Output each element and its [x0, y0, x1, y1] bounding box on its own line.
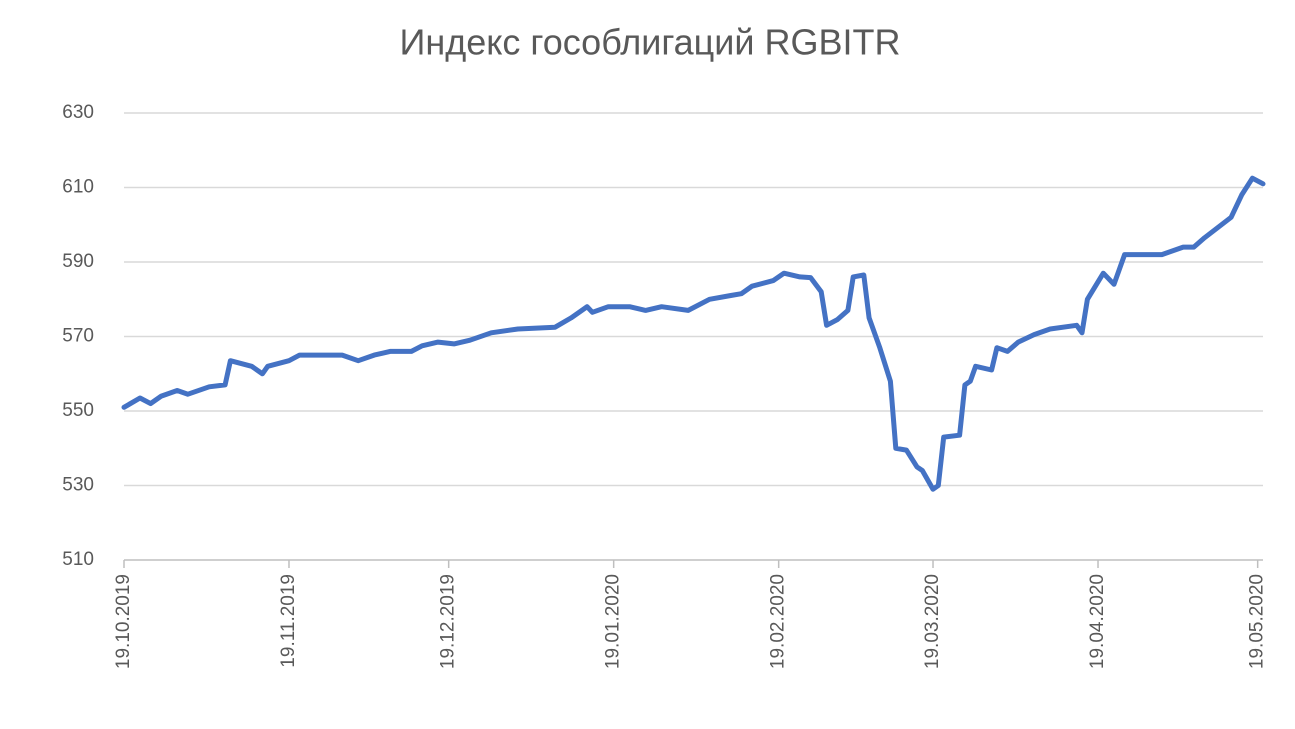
- y-tick-label: 570: [62, 326, 94, 347]
- y-tick-label: 550: [62, 400, 94, 421]
- data-line: [121, 175, 1266, 492]
- x-tick-label: 19.04.2020: [1087, 574, 1108, 669]
- x-tick-label: 19.01.2020: [603, 574, 624, 669]
- x-tick-label: 19.05.2020: [1247, 574, 1268, 669]
- x-tick-label: 19.10.2019: [113, 574, 134, 669]
- y-tick-label: 590: [62, 251, 94, 272]
- x-tick-label: 19.03.2020: [922, 574, 943, 669]
- chart-title: Индекс гособлигаций RGBITR: [399, 22, 900, 63]
- x-tick-label: 19.02.2020: [768, 574, 789, 669]
- y-tick-label: 630: [62, 102, 94, 123]
- x-tick-label: 19.12.2019: [438, 574, 459, 669]
- y-tick-label: 530: [62, 475, 94, 496]
- y-tick-label: 510: [62, 549, 94, 570]
- x-tick-label: 19.11.2019: [278, 574, 299, 668]
- y-tick-label: 610: [62, 177, 94, 198]
